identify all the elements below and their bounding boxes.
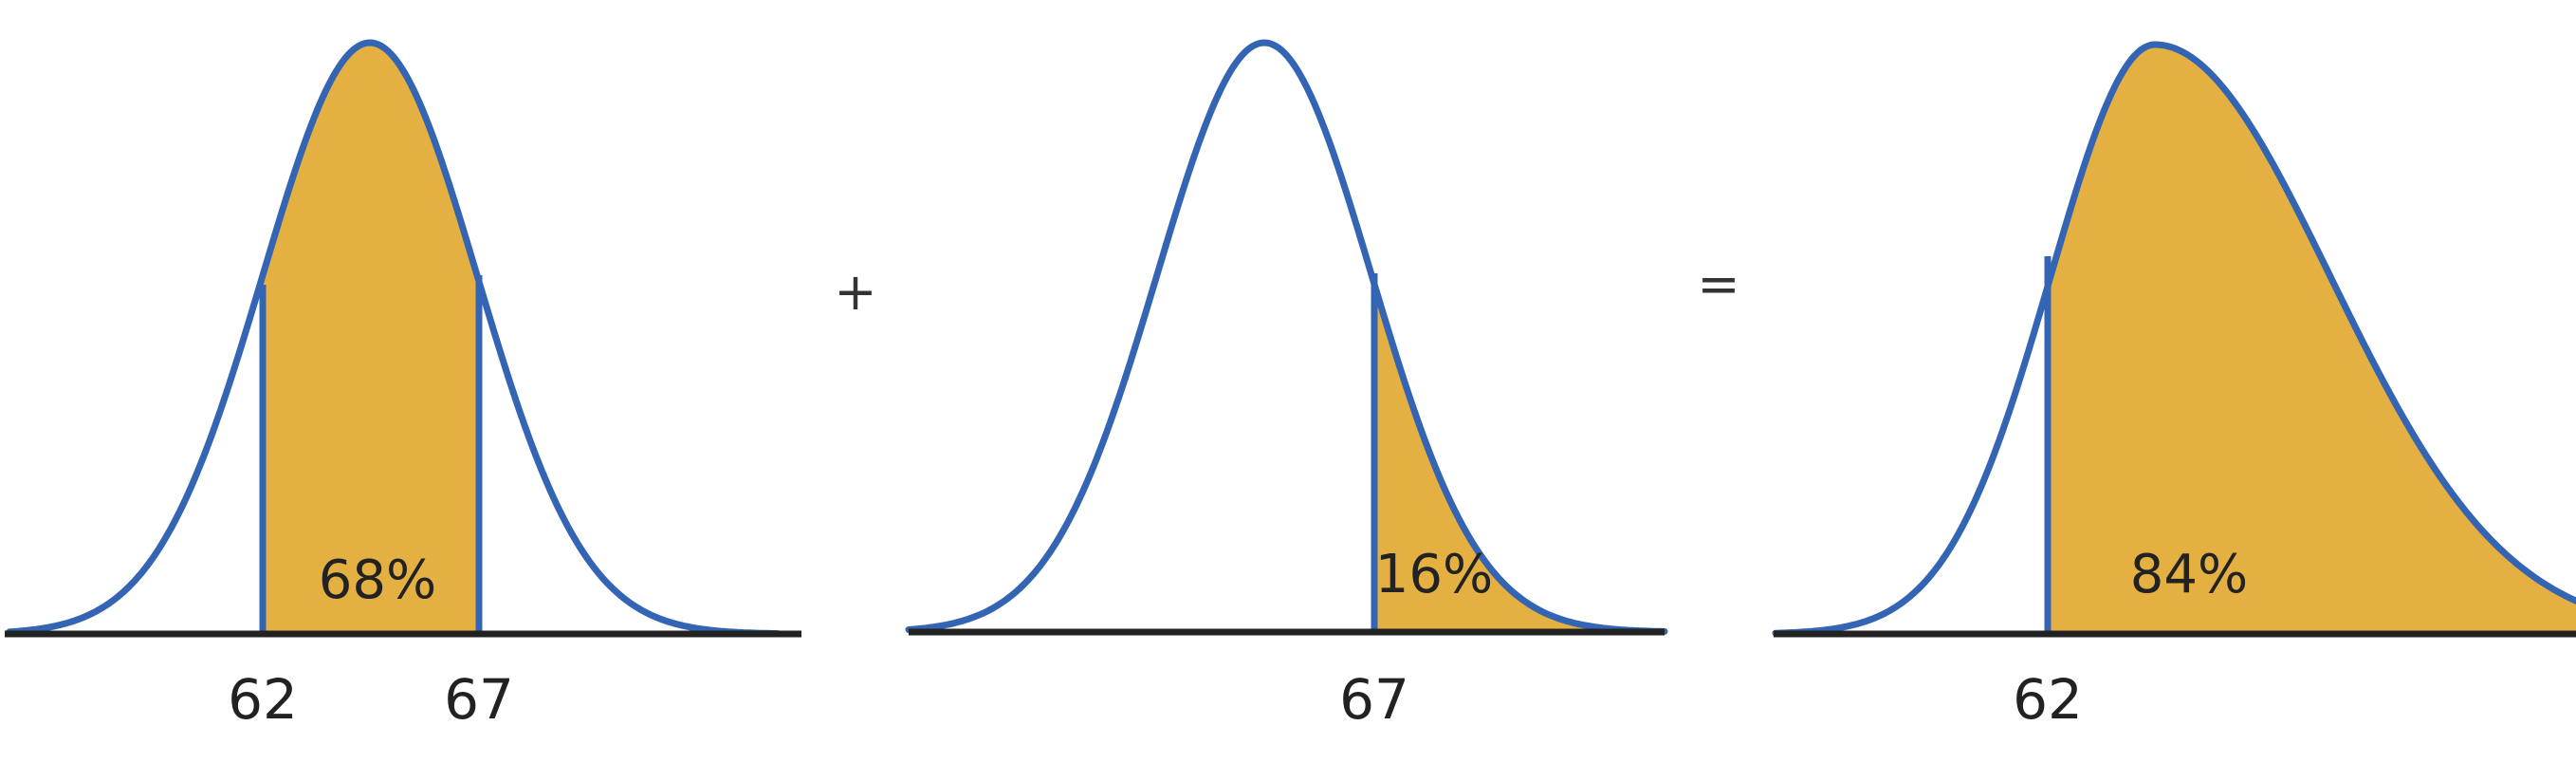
percent-label: 16% [1375, 544, 1493, 605]
shaded-region-62-to-67 [263, 43, 479, 634]
equals-sign: = [1697, 254, 1739, 314]
panel-3: 84% 62 [1772, 41, 2576, 732]
tick-label-67: 67 [444, 667, 514, 732]
panel-2: 16% 67 [905, 39, 1668, 732]
panel-1: 68% 62 67 [5, 39, 801, 732]
tick-label-67: 67 [1339, 667, 1409, 732]
bell-curve [1772, 41, 2576, 637]
percent-label: 84% [2130, 544, 2248, 605]
shaded-area [263, 43, 479, 634]
tick-label-62: 62 [2013, 667, 2083, 732]
tick-label-62: 62 [228, 667, 298, 732]
shaded-area [1374, 284, 1665, 632]
bell-curve [6, 39, 782, 638]
shaded-region-above-67 [1374, 284, 1665, 632]
percent-label: 68% [319, 549, 436, 611]
plus-sign: + [834, 262, 876, 322]
bell-curve [905, 39, 1668, 635]
